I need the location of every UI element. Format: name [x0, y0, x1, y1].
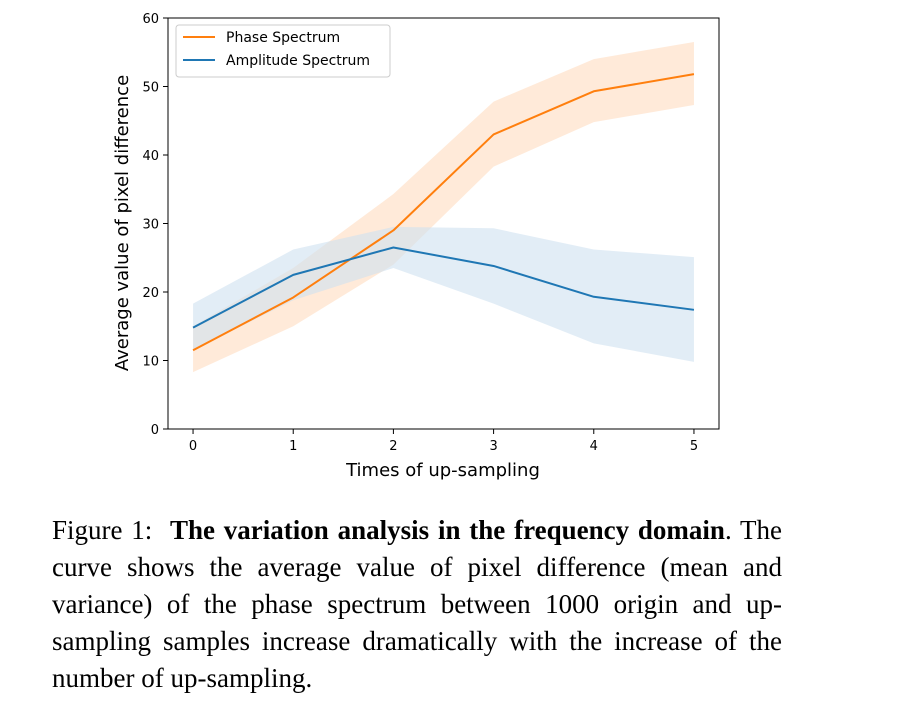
- x-tick-label: 2: [389, 439, 397, 454]
- legend-label-amplitude: Amplitude Spectrum: [226, 53, 370, 69]
- y-axis-label: Average value of pixel difference: [112, 75, 133, 371]
- legend-box: [175, 24, 391, 78]
- line-chart: 0 1 2 3 4 5 0 10 20 30 40 50 60 Times of up-samplin…: [112, 12, 720, 481]
- line-series-1: [192, 246, 695, 329]
- x-tick-label: 0: [189, 439, 197, 454]
- series-lines: [192, 73, 695, 352]
- variance-bands: [193, 41, 694, 373]
- y-tick-label: 60: [142, 12, 159, 27]
- y-tick-label: 0: [151, 423, 159, 438]
- legend-label-phase: Phase Spectrum: [226, 30, 340, 46]
- caption-body: . The curve shows the average value of p…: [52, 515, 783, 693]
- x-axis: 0 1 2 3 4 5: [189, 429, 698, 454]
- caption-title: The variation analysis in the frequency …: [169, 515, 725, 545]
- y-tick-label: 30: [142, 218, 159, 233]
- line-series-0: [192, 73, 695, 352]
- legend: Phase Spectrum Amplitude Spectrum: [175, 24, 391, 78]
- x-tick-label: 5: [690, 439, 698, 454]
- figure-caption: Figure 1: The variation analysis in the …: [52, 512, 782, 697]
- x-tick-label: 3: [489, 439, 497, 454]
- x-tick-label: 1: [289, 439, 297, 454]
- y-tick-label: 10: [142, 355, 159, 370]
- y-tick-label: 20: [142, 286, 159, 301]
- x-tick-label: 4: [590, 439, 598, 454]
- y-tick-label: 40: [142, 149, 159, 164]
- x-axis-label: Times of up-sampling: [345, 460, 540, 481]
- caption-label: Figure 1:: [52, 515, 153, 545]
- y-axis: 0 10 20 30 40 50 60: [142, 12, 168, 438]
- band-series-1: [193, 226, 694, 362]
- y-tick-label: 50: [142, 81, 159, 96]
